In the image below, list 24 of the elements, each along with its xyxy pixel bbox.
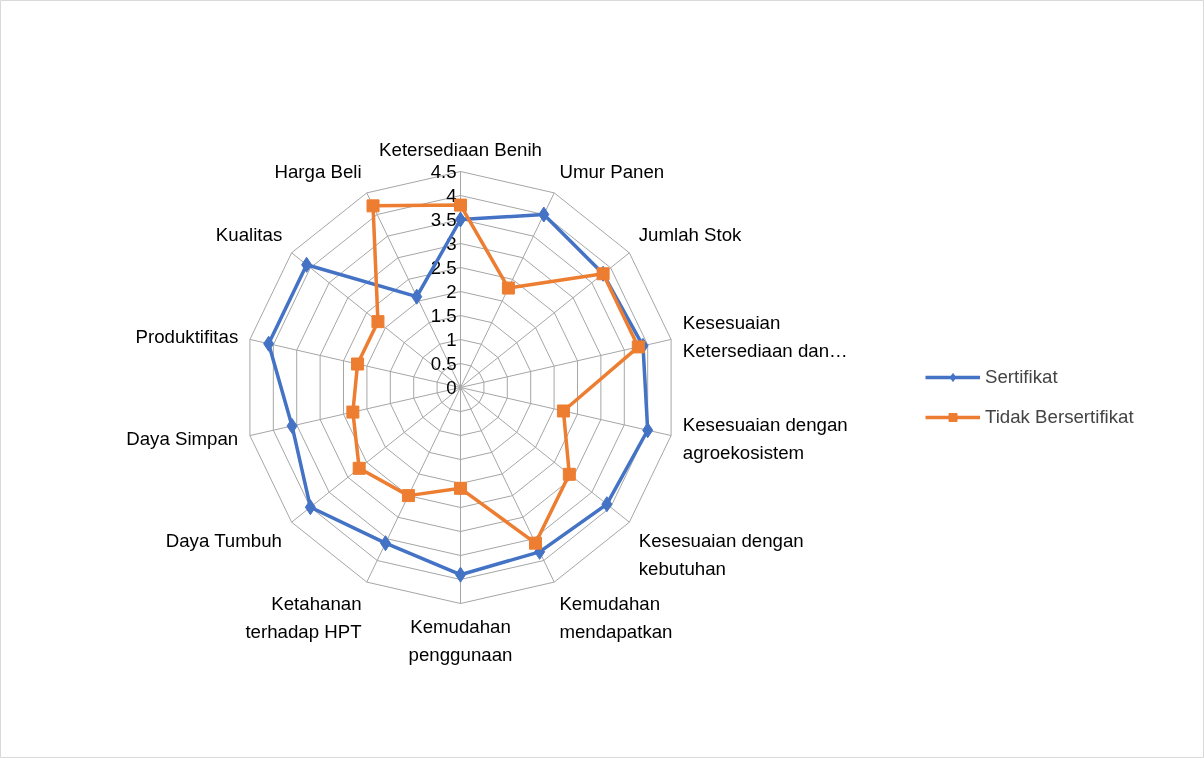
spoke-label: Kualitas [215,224,283,246]
y-tick-label: 4.5 [430,161,457,182]
spoke-label: Kesesuaian dengan agroekosistem [682,413,848,463]
spoke-label: Kesesuaian Ketersediaan dan… [682,312,848,362]
legend-label: Sertifikat [985,366,1058,388]
y-tick-label: 1 [446,329,457,350]
y-tick-label: 0.5 [430,353,457,374]
spoke-label: Jumlah Stok [638,224,743,246]
y-tick-label: 0 [446,377,457,398]
legend-label: Tidak Bersertifikat [985,406,1134,428]
y-tick-label: 4 [446,185,457,206]
spoke-label: Ketahanan terhadap HPT [245,592,362,643]
spoke-label: Kesesuaian dengan kebutuhan [638,529,804,580]
spoke-label: Ketersediaan Benih [379,138,542,160]
y-tick-label: 3.5 [430,209,457,230]
spoke-label: Harga Beli [274,161,362,183]
y-tick-label: 2 [446,281,457,302]
y-tick-label: 1.5 [430,305,457,326]
spoke-label: Daya Simpan [126,427,239,449]
spoke-label: Produktifitas [135,326,239,348]
spoke-label: Daya Tumbuh [165,529,282,551]
spoke-label: Kemudahan penggunaan [408,615,513,665]
spoke-label: Kemudahan mendapatkan [559,592,673,643]
spoke-label: Umur Panen [559,161,665,183]
